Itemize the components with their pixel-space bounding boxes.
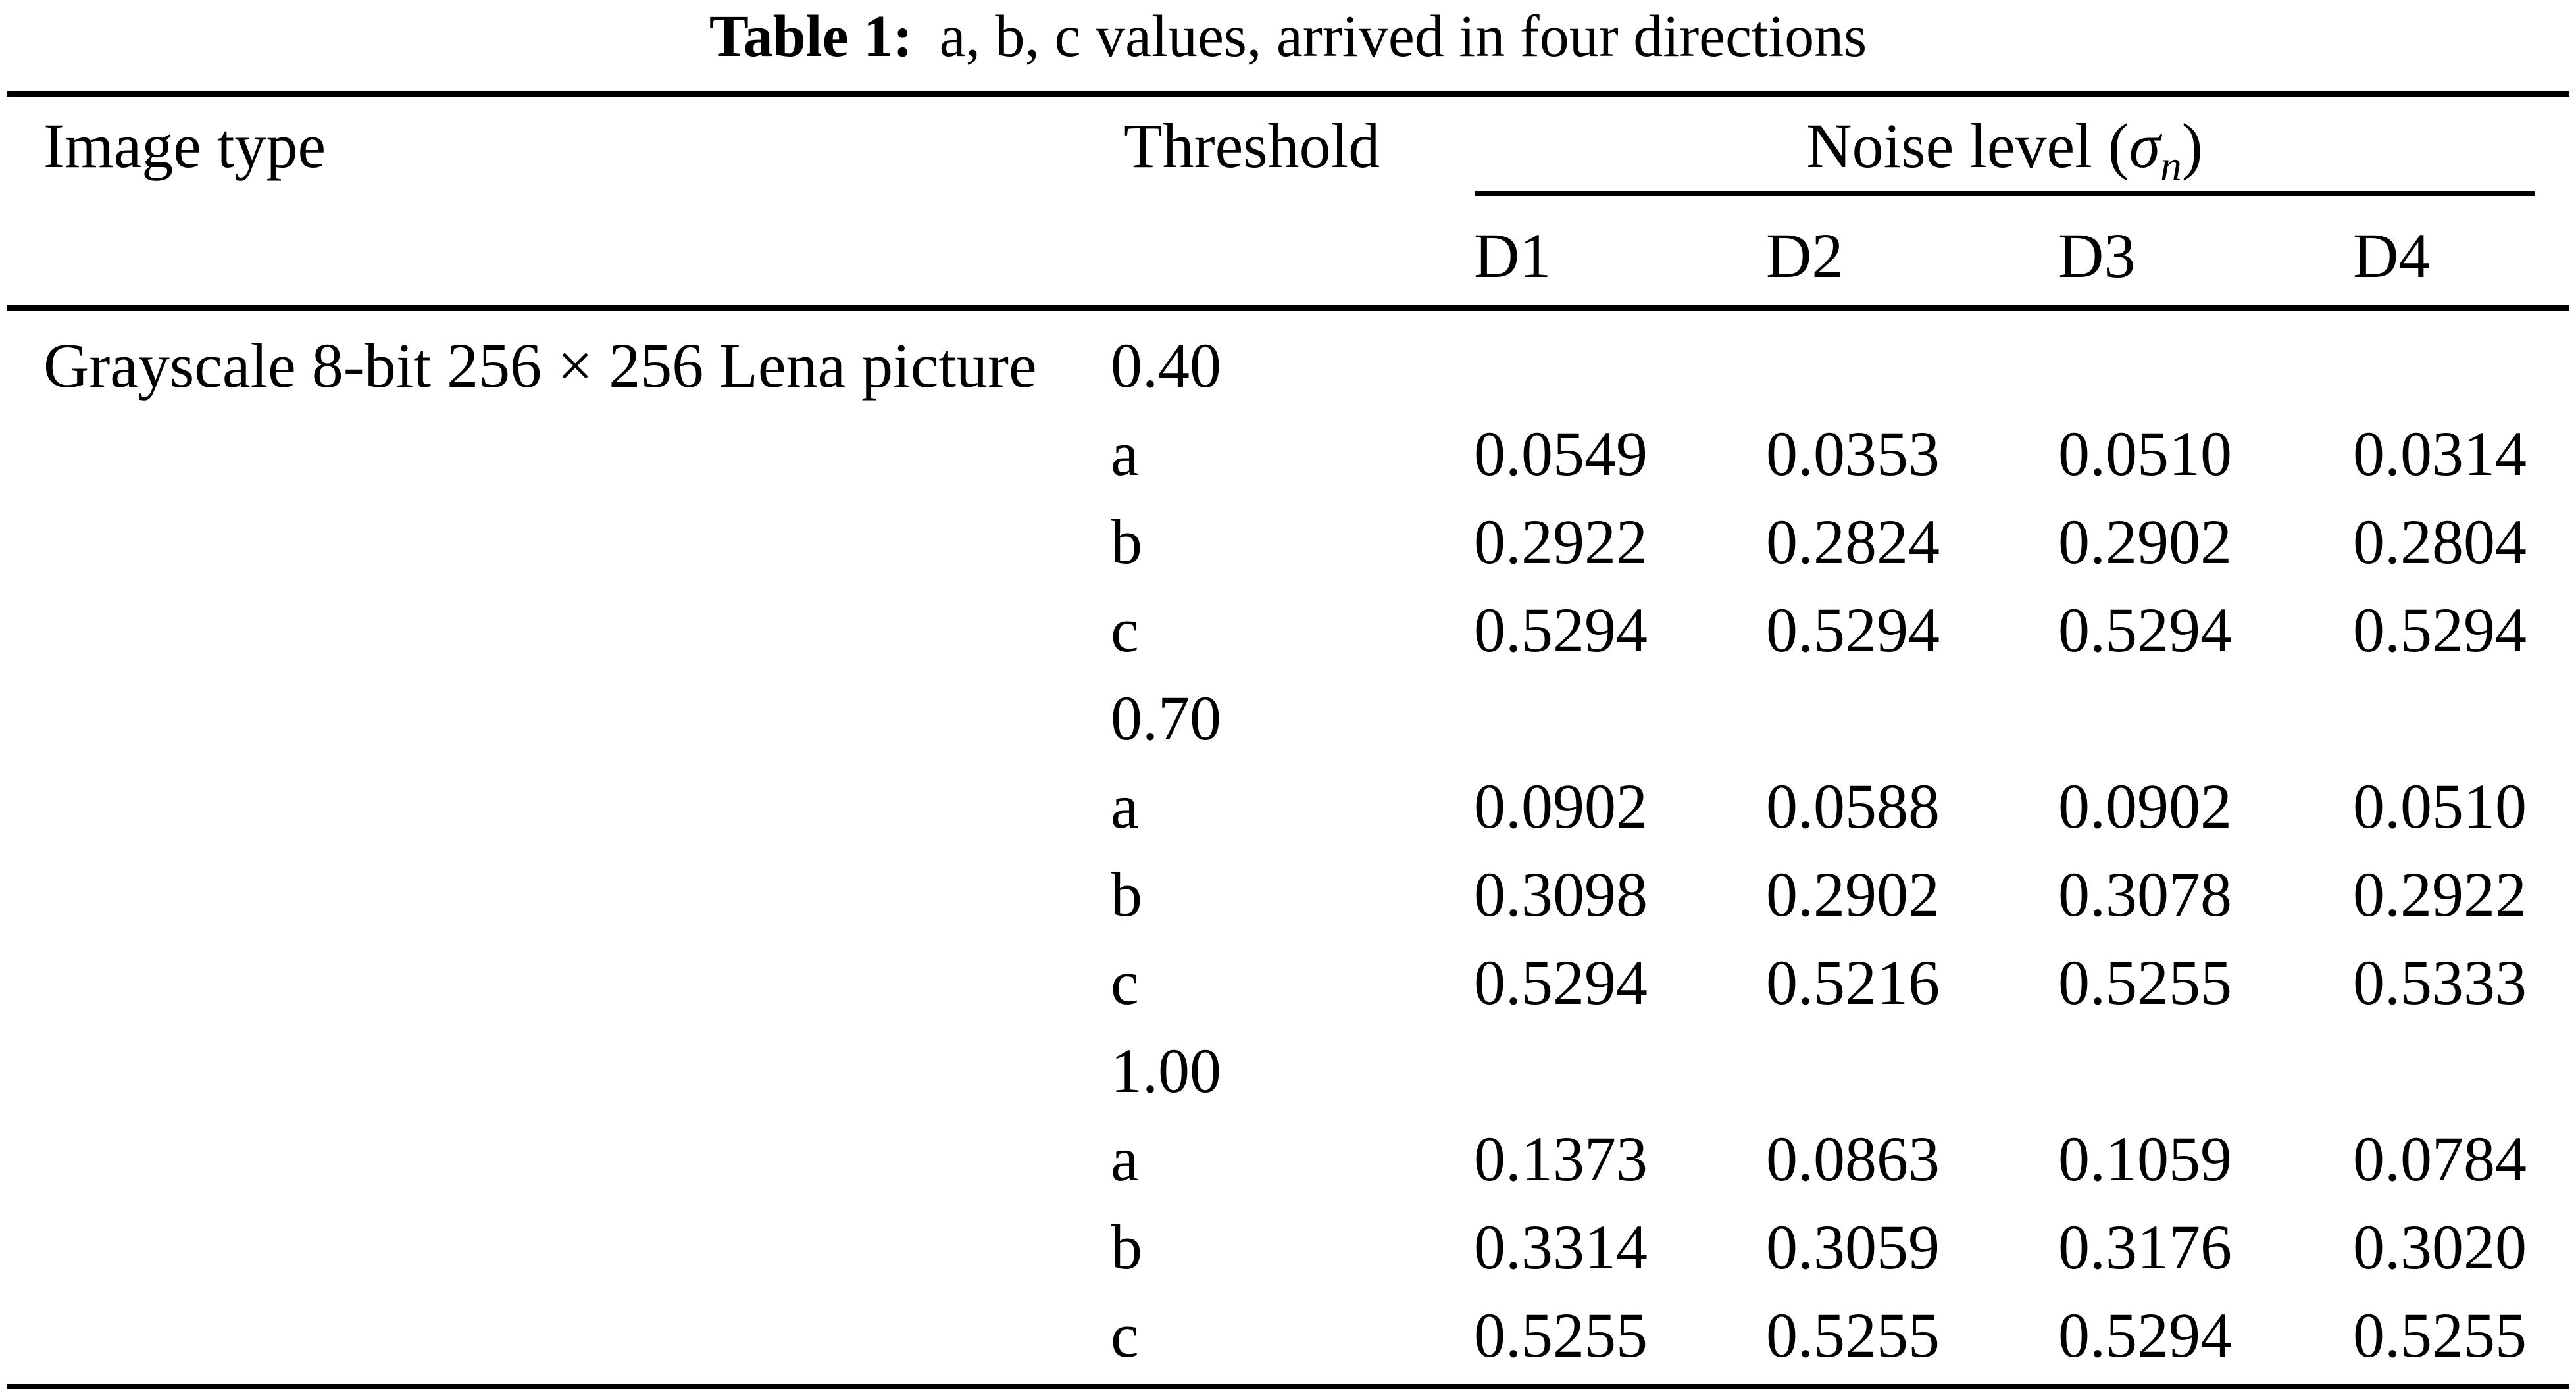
cell-threshold: 0.40	[1111, 330, 1221, 401]
cell-d1: 0.2922	[1474, 507, 1648, 577]
cell-threshold: a	[1111, 418, 1139, 489]
header-bottom-rule	[7, 305, 2569, 311]
cell-d4: 0.5255	[2353, 1300, 2527, 1370]
cell-threshold: b	[1111, 507, 1142, 577]
cell-threshold: b	[1111, 1212, 1142, 1282]
table-row: a 0.0902 0.0588 0.0902 0.0510	[0, 762, 2576, 851]
cell-d1: 0.0549	[1474, 418, 1648, 489]
cell-d1: 0.3314	[1474, 1212, 1648, 1282]
cell-d2: 0.5216	[1766, 947, 1940, 1018]
table-row: 0.70	[0, 674, 2576, 762]
cell-d2: 0.0353	[1766, 418, 1940, 489]
table-row: c 0.5294 0.5216 0.5255 0.5333	[0, 939, 2576, 1027]
cell-d1: 0.5255	[1474, 1300, 1648, 1370]
table-row: c 0.5294 0.5294 0.5294 0.5294	[0, 586, 2576, 674]
top-rule	[7, 91, 2569, 97]
cell-d1: 0.0902	[1474, 771, 1648, 841]
header-d3: D3	[2058, 220, 2136, 291]
cell-image-type: Grayscale 8-bit 256 × 256 Lena picture	[43, 330, 1037, 401]
cell-d3: 0.0510	[2058, 418, 2232, 489]
table-caption: Table 1: a, b, c values, arrived in four …	[0, 0, 2576, 74]
cell-threshold: 0.70	[1111, 683, 1221, 753]
cell-d2: 0.2902	[1766, 859, 1940, 930]
cell-d2: 0.2824	[1766, 507, 1940, 577]
cell-threshold: c	[1111, 595, 1139, 665]
cell-d4: 0.2922	[2353, 859, 2527, 930]
cell-d1: 0.5294	[1474, 595, 1648, 665]
table-row: b 0.3098 0.2902 0.3078 0.2922	[0, 851, 2576, 939]
cell-d4: 0.5333	[2353, 947, 2527, 1018]
cell-d4: 0.3020	[2353, 1212, 2527, 1282]
header-row-directions: D1 D2 D3 D4	[0, 212, 2576, 300]
table-row: 1.00	[0, 1027, 2576, 1115]
noise-level-subscript: n	[2160, 143, 2182, 191]
cell-d1: 0.1373	[1474, 1124, 1648, 1194]
cell-d2: 0.5294	[1766, 595, 1940, 665]
table-row: a 0.0549 0.0353 0.0510 0.0314	[0, 410, 2576, 498]
header-image-type: Image type	[43, 111, 326, 181]
cell-d4: 0.0510	[2353, 771, 2527, 841]
cell-d4: 0.2804	[2353, 507, 2527, 577]
cell-d3: 0.3176	[2058, 1212, 2232, 1282]
cell-d3: 0.5294	[2058, 595, 2232, 665]
noise-level-sigma: σ	[2129, 111, 2161, 181]
cell-d3: 0.5255	[2058, 947, 2232, 1018]
table-row: b 0.3314 0.3059 0.3176 0.3020	[0, 1203, 2576, 1291]
cell-threshold: a	[1111, 1124, 1139, 1194]
table-caption-text: a, b, c values, arrived in four directio…	[939, 4, 1867, 69]
cell-d3: 0.1059	[2058, 1124, 2232, 1194]
cell-d3: 0.2902	[2058, 507, 2232, 577]
header-d2: D2	[1766, 220, 1844, 291]
header-noise-level: Noise level (σn)	[1475, 102, 2535, 190]
cell-d4: 0.0314	[2353, 418, 2527, 489]
table-row: b 0.2922 0.2824 0.2902 0.2804	[0, 498, 2576, 586]
cell-d1: 0.3098	[1474, 859, 1648, 930]
header-d4: D4	[2353, 220, 2431, 291]
table-row: Grayscale 8-bit 256 × 256 Lena picture 0…	[0, 322, 2576, 410]
noise-level-suffix: )	[2181, 111, 2203, 181]
cell-threshold: b	[1111, 859, 1142, 930]
cell-d2: 0.3059	[1766, 1212, 1940, 1282]
table-caption-label: Table 1:	[709, 4, 913, 69]
cell-threshold: 1.00	[1111, 1035, 1221, 1106]
header-row-groups: Image type Threshold Noise level (σn)	[0, 102, 2576, 190]
noise-group-rule	[1475, 191, 2535, 196]
table-row: c 0.5255 0.5255 0.5294 0.5255	[0, 1291, 2576, 1380]
header-threshold: Threshold	[1124, 111, 1380, 181]
header-d1: D1	[1474, 220, 1552, 291]
cell-threshold: c	[1111, 1300, 1139, 1370]
noise-level-prefix: Noise level (	[1806, 111, 2129, 181]
cell-d3: 0.0902	[2058, 771, 2232, 841]
cell-d2: 0.0588	[1766, 771, 1940, 841]
cell-d2: 0.0863	[1766, 1124, 1940, 1194]
bottom-rule	[7, 1384, 2569, 1389]
cell-d4: 0.5294	[2353, 595, 2527, 665]
cell-d3: 0.5294	[2058, 1300, 2232, 1370]
cell-d4: 0.0784	[2353, 1124, 2527, 1194]
cell-d1: 0.5294	[1474, 947, 1648, 1018]
cell-threshold: a	[1111, 771, 1139, 841]
cell-d3: 0.3078	[2058, 859, 2232, 930]
table-row: a 0.1373 0.0863 0.1059 0.0784	[0, 1115, 2576, 1203]
cell-threshold: c	[1111, 947, 1139, 1018]
cell-d2: 0.5255	[1766, 1300, 1940, 1370]
